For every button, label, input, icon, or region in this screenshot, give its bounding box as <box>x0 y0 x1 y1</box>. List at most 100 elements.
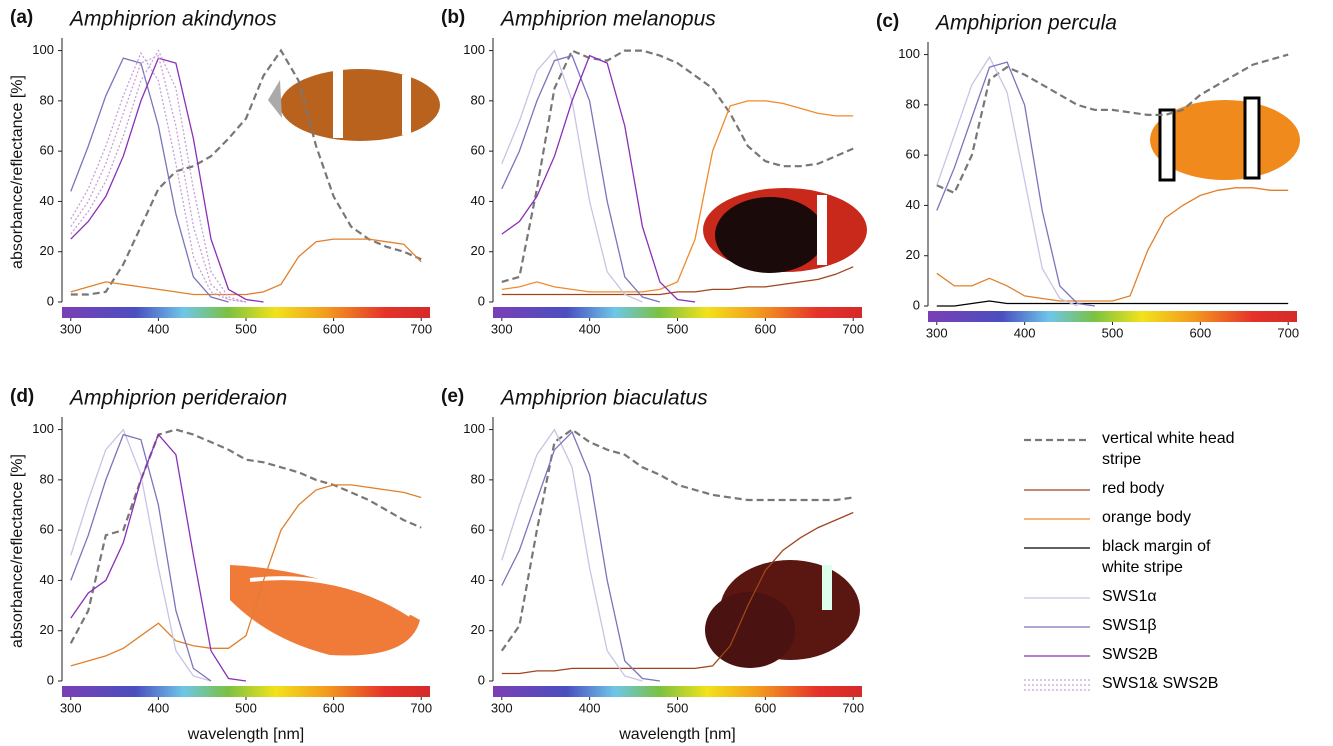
legend-swatch <box>1024 489 1090 491</box>
y-tick-label: 80 <box>906 96 920 111</box>
panel-title: Amphiprion akindynos <box>68 8 277 31</box>
x-tick-label: 400 <box>1014 325 1036 340</box>
panel-label: (a) <box>10 7 33 28</box>
y-tick-label: 0 <box>478 293 485 308</box>
panel-title: Amphiprion biaculatus <box>499 387 708 410</box>
x-tick-label: 500 <box>667 700 689 715</box>
x-tick-label: 400 <box>148 700 170 715</box>
y-tick-label: 20 <box>40 243 54 258</box>
x-tick-label: 500 <box>667 321 689 336</box>
spectrum-bar <box>493 686 862 697</box>
series-line <box>70 428 212 682</box>
series-line <box>70 57 264 303</box>
x-tick-label: 300 <box>491 700 513 715</box>
x-tick-label: 700 <box>410 700 432 715</box>
x-tick-label: 400 <box>579 700 601 715</box>
series-line <box>69 428 422 644</box>
y-tick-label: 100 <box>32 42 54 57</box>
x-tick-label: 600 <box>1190 325 1212 340</box>
y-tick-label: 40 <box>471 193 485 208</box>
x-tick-label: 300 <box>60 700 82 715</box>
panel-label: (e) <box>441 386 464 407</box>
x-tick-label: 400 <box>148 321 170 336</box>
y-tick-label: 20 <box>40 622 54 637</box>
series-line <box>70 433 247 682</box>
series-line <box>70 238 422 296</box>
x-tick-label: 700 <box>1277 325 1299 340</box>
legend-swatch <box>1024 597 1090 599</box>
panel-label: (d) <box>10 386 34 407</box>
legend-label: black margin of white stripe <box>1102 538 1211 576</box>
series-line <box>500 428 854 652</box>
y-tick-label: 40 <box>40 193 54 208</box>
x-tick-label: 300 <box>60 321 82 336</box>
panel-title: Amphiprion melanopus <box>499 8 716 31</box>
y-axis-label: absorbance/reflectance [%] <box>9 75 26 269</box>
legend: vertical white head stripe red body orange… <box>1022 428 1332 702</box>
y-tick-label: 0 <box>47 293 54 308</box>
x-tick-label: 700 <box>410 321 432 336</box>
y-tick-label: 40 <box>471 572 485 587</box>
x-tick-label: 600 <box>323 321 345 336</box>
x-tick-label: 300 <box>926 325 948 340</box>
y-tick-label: 0 <box>478 672 485 687</box>
series-line <box>936 53 1289 195</box>
spectrum-bar <box>928 311 1297 322</box>
y-tick-label: 80 <box>40 92 54 107</box>
x-axis-label: wavelength [nm] <box>187 726 305 743</box>
legend-swatch <box>1024 547 1090 549</box>
y-axis-label: absorbance/reflectance [%] <box>9 454 26 648</box>
legend-label: orange body <box>1102 509 1191 526</box>
legend-item: SWS1α <box>1022 586 1332 607</box>
legend-item: vertical white head stripe <box>1022 428 1332 470</box>
y-tick-label: 60 <box>471 522 485 537</box>
panel-title: Amphiprion perideraion <box>68 387 287 410</box>
legend-swatch <box>1024 438 1090 442</box>
series-line <box>501 266 854 296</box>
y-tick-label: 60 <box>40 522 54 537</box>
legend-item: SWS1β <box>1022 615 1332 636</box>
legend-label: red body <box>1102 480 1165 497</box>
x-tick-label: 400 <box>579 321 601 336</box>
series-line <box>501 511 854 675</box>
y-tick-label: 0 <box>47 672 54 687</box>
legend-swatch <box>1024 655 1090 657</box>
y-tick-label: 0 <box>913 297 920 312</box>
y-tick-label: 20 <box>471 622 485 637</box>
x-tick-label: 500 <box>1102 325 1124 340</box>
x-tick-label: 700 <box>842 700 864 715</box>
series-line <box>936 187 1289 302</box>
panel-label: (b) <box>441 7 465 28</box>
panel-label: (c) <box>876 11 899 32</box>
spectrum-bar <box>62 686 430 697</box>
spectrum-bar <box>493 307 862 318</box>
legend-label: SWS1α <box>1102 588 1157 605</box>
y-tick-label: 40 <box>906 197 920 212</box>
y-tick-label: 80 <box>40 471 54 486</box>
y-tick-label: 20 <box>471 243 485 258</box>
legend-label: SWS1β <box>1102 617 1157 634</box>
y-tick-label: 100 <box>32 421 54 436</box>
legend-swatch <box>1024 679 1090 691</box>
x-tick-label: 500 <box>235 700 257 715</box>
legend-swatch <box>1024 626 1090 628</box>
x-tick-label: 500 <box>235 321 257 336</box>
x-tick-label: 300 <box>491 321 513 336</box>
series-line <box>501 100 854 293</box>
y-tick-label: 60 <box>906 147 920 162</box>
series-line <box>501 428 643 682</box>
legend-item: red body <box>1022 478 1332 499</box>
y-tick-label: 60 <box>40 143 54 158</box>
series-line <box>936 55 1078 307</box>
legend-item: black margin of white stripe <box>1022 536 1332 578</box>
x-axis-label: wavelength [nm] <box>618 726 736 743</box>
series-line <box>70 51 247 303</box>
legend-label: SWS2B <box>1102 646 1159 663</box>
series-line <box>70 48 422 296</box>
series-line <box>501 430 660 682</box>
x-tick-label: 600 <box>755 321 777 336</box>
y-tick-label: 80 <box>471 471 485 486</box>
legend-label: vertical white head stripe <box>1102 430 1235 468</box>
